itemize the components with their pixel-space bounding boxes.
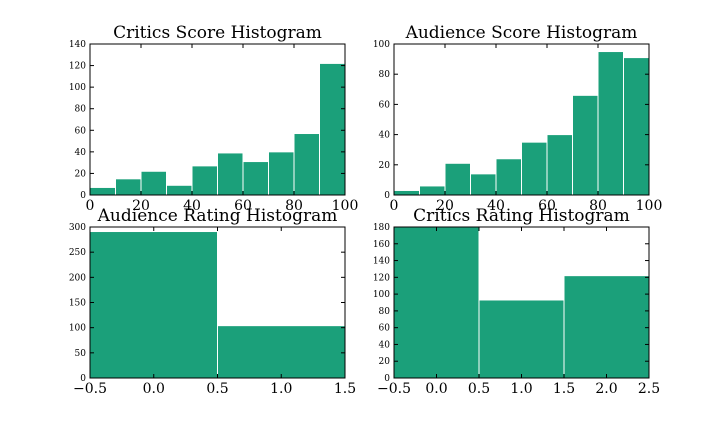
x-tick-label: 0.0 [143, 381, 165, 397]
critics-rating-bar [393, 226, 480, 379]
y-tick-label: 40 [379, 131, 391, 141]
audience-score-bar [521, 141, 548, 196]
x-tick-label: 2.0 [595, 381, 617, 397]
audience-score-bar [495, 158, 522, 196]
audience-score-bar [546, 134, 573, 196]
y-tick-label: 50 [75, 349, 87, 359]
y-tick-label: 180 [373, 223, 390, 233]
x-tick-label: 60 [538, 198, 556, 214]
y-tick-label: 100 [69, 324, 86, 334]
x-tick-label: 2.5 [638, 381, 660, 397]
audience-rating-bar [89, 231, 218, 379]
y-tick-label: 250 [69, 248, 86, 258]
audience-score-bar [623, 57, 650, 196]
critics-score-bar [293, 133, 320, 196]
x-tick-label: 1.0 [270, 381, 292, 397]
y-tick-label: 120 [69, 62, 86, 72]
x-tick-label: 0.0 [425, 381, 447, 397]
x-tick-label: 20 [132, 198, 150, 214]
y-tick-label: 80 [379, 70, 391, 80]
critics-score-bar [89, 186, 116, 196]
x-tick-label: 40 [487, 198, 505, 214]
critics-score-bar [191, 165, 218, 196]
critics-score-bar [217, 152, 244, 196]
critics-score-bar [268, 151, 295, 196]
audience-score-axes-frame [393, 43, 650, 196]
y-tick-label: 0 [384, 374, 390, 384]
audience-rating-histogram: −0.5 0.0 0.5 1.0 1.5 0 50 100 150 200 250 300 Audien… [69, 206, 356, 397]
x-tick-label: 20 [436, 198, 454, 214]
y-tick-label: 300 [69, 223, 86, 233]
x-tick-label: 100 [636, 198, 663, 214]
y-tick-label: 120 [373, 273, 390, 283]
y-tick-label: 0 [80, 191, 86, 201]
y-tick-label: 100 [373, 40, 390, 50]
audience-score-bar [597, 51, 624, 196]
y-tick-label: 140 [69, 40, 86, 50]
y-tick-label: 20 [75, 169, 87, 179]
audience-score-bar [470, 173, 497, 196]
y-tick-label: 140 [373, 257, 390, 267]
critics-rating-bar [563, 275, 650, 379]
y-tick-label: 60 [75, 126, 87, 136]
audience-rating-bar [217, 325, 346, 379]
critics-score-bar [166, 184, 193, 196]
x-tick-label: 0 [390, 198, 399, 214]
critics-rating-histogram: −0.5 0.0 0.5 1.0 1.5 2.0 2.5 0 20 40 60 80 100 120 140… [373, 206, 660, 397]
audience-score-title: Audience Score Histogram [405, 23, 638, 43]
audience-score-bar [419, 185, 446, 196]
audience-score-bar [393, 189, 420, 196]
y-tick-label: 200 [69, 273, 86, 283]
x-tick-label: −0.5 [73, 381, 107, 397]
critics-score-bar [115, 178, 142, 196]
y-tick-label: 150 [69, 299, 86, 309]
x-tick-label: −0.5 [377, 381, 411, 397]
critics-score-axes-frame [89, 43, 346, 196]
critics-rating-title: Critics Rating Histogram [413, 206, 630, 226]
y-tick-label: 60 [379, 100, 391, 110]
y-tick-label: 80 [75, 105, 87, 115]
critics-score-bar [319, 62, 346, 196]
y-tick-label: 40 [75, 148, 87, 158]
y-tick-label: 60 [379, 324, 391, 334]
critics-score-bar [140, 170, 167, 196]
y-tick-label: 20 [379, 357, 391, 367]
critics-rating-bar [478, 299, 565, 379]
audience-score-bar [444, 162, 471, 196]
x-tick-label: 40 [183, 198, 201, 214]
y-tick-label: 40 [379, 340, 391, 350]
audience-rating-title: Audience Rating Histogram [97, 206, 338, 226]
y-tick-label: 160 [373, 240, 390, 250]
y-tick-label: 0 [384, 191, 390, 201]
x-tick-label: 0 [86, 198, 95, 214]
x-tick-label: 60 [234, 198, 252, 214]
y-tick-label: 100 [373, 290, 390, 300]
x-tick-label: 0.5 [468, 381, 490, 397]
x-tick-label: 1.5 [553, 381, 575, 397]
x-tick-label: 1.0 [510, 381, 532, 397]
y-tick-label: 80 [379, 307, 391, 317]
x-tick-label: 100 [332, 198, 359, 214]
x-tick-label: 80 [589, 198, 607, 214]
y-tick-label: 100 [69, 83, 86, 93]
critics-score-histogram: 0 20 40 60 80 100 0 20 40 60 80 100 120 140 Critics Sc… [69, 23, 359, 214]
x-tick-label: 80 [285, 198, 303, 214]
y-tick-label: 0 [80, 374, 86, 384]
audience-score-bar [572, 94, 599, 196]
critics-score-bar [242, 161, 269, 196]
y-tick-label: 20 [379, 161, 391, 171]
audience-score-histogram: 0 20 40 60 80 100 0 20 40 60 80 100 Audience Score H… [373, 23, 663, 214]
x-tick-label: 1.5 [334, 381, 356, 397]
x-tick-label: 0.5 [206, 381, 228, 397]
critics-score-title: Critics Score Histogram [113, 23, 322, 43]
